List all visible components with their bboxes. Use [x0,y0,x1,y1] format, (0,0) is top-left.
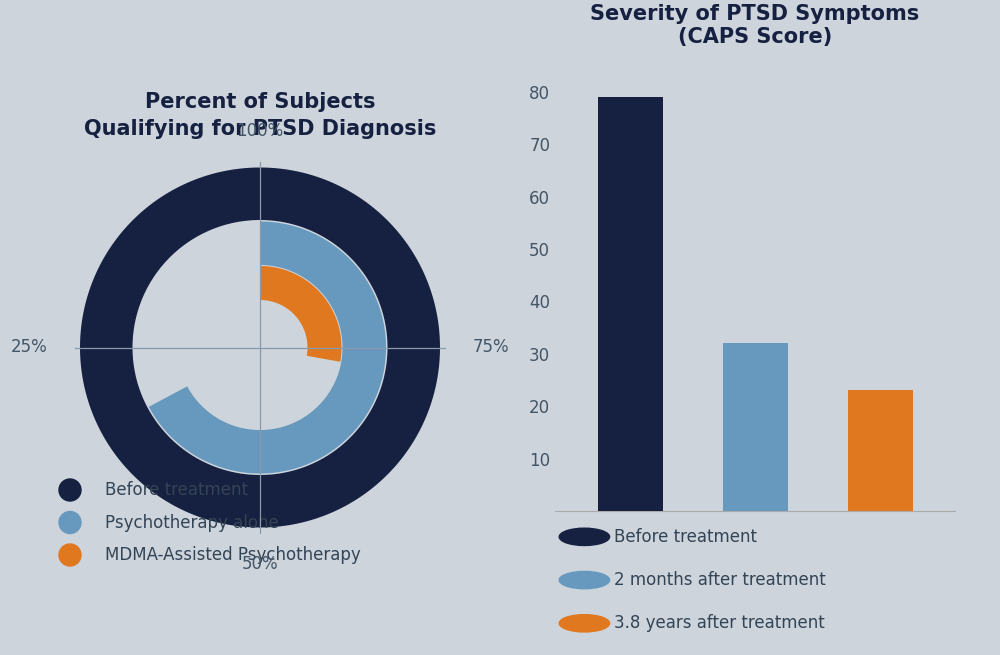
Text: Percent of Subjects
Qualifying for PTSD Diagnosis: Percent of Subjects Qualifying for PTSD … [84,92,436,139]
Polygon shape [149,221,386,474]
Text: MDMA-Assisted Psychotherapy: MDMA-Assisted Psychotherapy [105,546,361,564]
Circle shape [559,614,610,632]
Circle shape [559,571,610,589]
Text: Psychotherapy alone: Psychotherapy alone [105,514,279,531]
Bar [848,390,912,511]
Text: 2 months after treatment: 2 months after treatment [614,571,826,589]
Text: 100%: 100% [236,122,284,140]
Text: 25%: 25% [11,339,48,356]
Circle shape [59,479,81,501]
Bar [722,343,788,511]
Text: Before treatment: Before treatment [105,481,248,499]
Text: 3.8 years after treatment: 3.8 years after treatment [614,614,825,632]
Circle shape [559,528,610,546]
Circle shape [59,512,81,534]
Text: 50%: 50% [242,555,278,573]
Circle shape [59,544,81,566]
Text: Before treatment: Before treatment [614,528,757,546]
Title: Severity of PTSD Symptoms
(CAPS Score): Severity of PTSD Symptoms (CAPS Score) [590,4,920,47]
Polygon shape [260,266,341,362]
Text: 75%: 75% [473,339,509,356]
Polygon shape [80,168,440,527]
Bar [598,97,662,511]
